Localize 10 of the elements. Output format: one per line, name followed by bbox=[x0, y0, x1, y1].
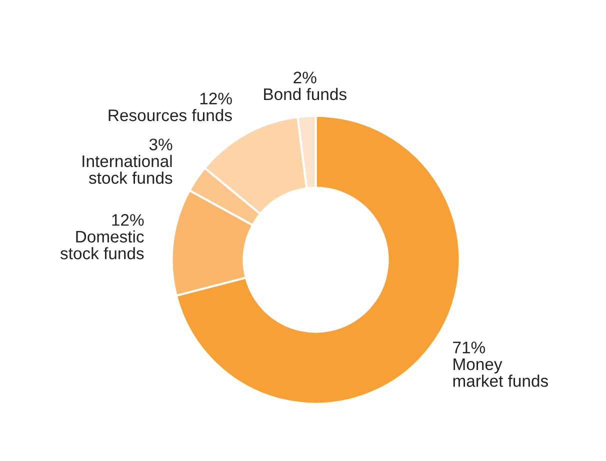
slice-label: Resources funds bbox=[108, 108, 232, 122]
data-label: 2% bbox=[294, 72, 316, 84]
data-label: 12% bbox=[112, 214, 144, 226]
data-label: 12% bbox=[200, 92, 232, 104]
data-label: 3% bbox=[149, 138, 172, 150]
slice-label: Money market funds bbox=[453, 358, 548, 387]
slice-label: Bond funds bbox=[264, 88, 346, 100]
slice-label: International stock funds bbox=[82, 154, 172, 184]
slice-label: Domestic stock funds bbox=[60, 230, 144, 260]
data-label: 71% bbox=[453, 342, 486, 354]
